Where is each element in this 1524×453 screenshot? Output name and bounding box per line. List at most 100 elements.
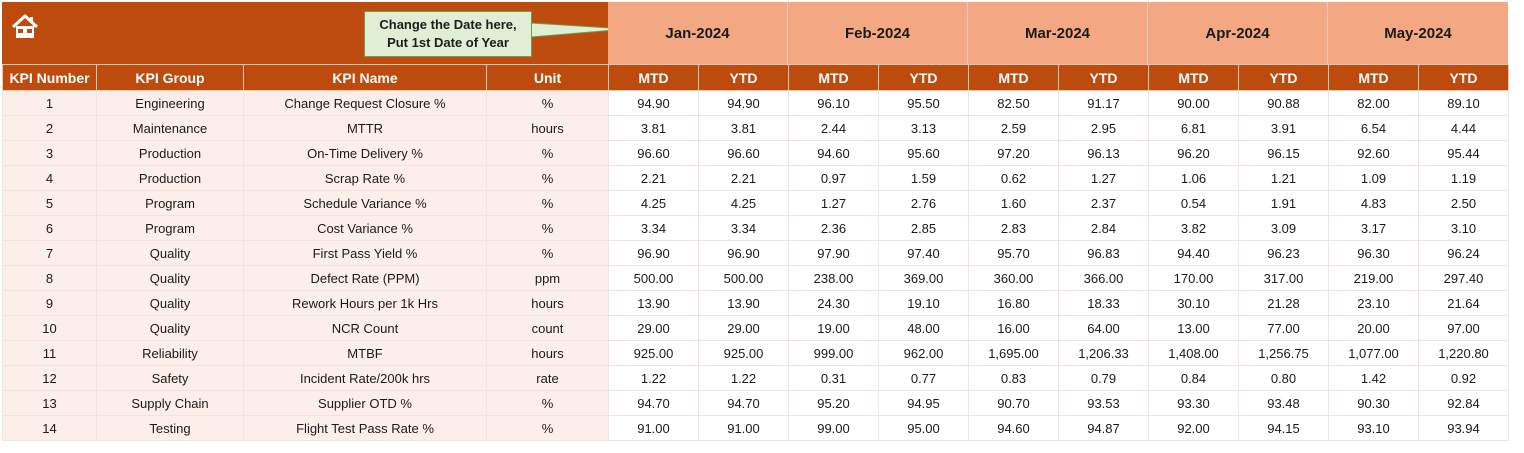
- mtd-value-cell: 95.70: [968, 240, 1059, 266]
- kpi-name-cell: Supplier OTD %: [243, 390, 487, 416]
- mtd-value-cell: 3.34: [608, 215, 699, 241]
- ytd-value-cell: 94.15: [1238, 415, 1329, 441]
- kpi-group-cell: Program: [96, 215, 244, 241]
- ytd-value-cell: 3.13: [878, 115, 969, 141]
- table-row: 4 Production Scrap Rate %% 2.21 2.21 0.97 1.59…: [2, 165, 1509, 191]
- kpi-number-cell: 13: [2, 390, 97, 416]
- kpi-name-cell: Cost Variance %: [243, 215, 487, 241]
- mtd-value-cell: 0.31: [788, 365, 879, 391]
- mtd-value-cell: 0.97: [788, 165, 879, 191]
- kpi-group-cell: Quality: [96, 265, 244, 291]
- unit-cell: %: [486, 165, 609, 191]
- ytd-value-cell: 1.19: [1418, 165, 1509, 191]
- mtd-value-cell: 2.21: [608, 165, 699, 191]
- kpi-number-cell: 5: [2, 190, 97, 216]
- table-row: 10 Quality NCR Count count 29.00 29.00 19.00 48…: [2, 315, 1509, 341]
- ytd-value-cell: 2.76: [878, 190, 969, 216]
- mtd-value-cell: 500.00: [608, 265, 699, 291]
- ytd-value-cell: 3.91: [1238, 115, 1329, 141]
- mtd-value-cell: 96.60: [608, 140, 699, 166]
- ytd-value-cell: 2.50: [1418, 190, 1509, 216]
- mtd-value-cell: 20.00: [1328, 315, 1419, 341]
- mtd-value-cell: 1,695.00: [968, 340, 1059, 366]
- kpi-group-cell: Production: [96, 140, 244, 166]
- ytd-value-cell: 96.60: [698, 140, 789, 166]
- kpi-number-cell: 12: [2, 365, 97, 391]
- ytd-value-cell: 94.70: [698, 390, 789, 416]
- kpi-name-cell: MTBF: [243, 340, 487, 366]
- unit-cell: %: [486, 415, 609, 441]
- ytd-value-cell: 4.25: [698, 190, 789, 216]
- mtd-value-cell: 29.00: [608, 315, 699, 341]
- kpi-name-cell: First Pass Yield %: [243, 240, 487, 266]
- ytd-value-cell: 93.94: [1418, 415, 1509, 441]
- col-header-ytd: YTD: [1058, 64, 1149, 91]
- unit-cell: %: [486, 90, 609, 116]
- kpi-name-cell: Change Request Closure %: [243, 90, 487, 116]
- mtd-value-cell: 360.00: [968, 265, 1059, 291]
- mtd-value-cell: 94.60: [968, 415, 1059, 441]
- kpi-group-cell: Program: [96, 190, 244, 216]
- mtd-value-cell: 2.44: [788, 115, 879, 141]
- mtd-value-cell: 1.22: [608, 365, 699, 391]
- ytd-value-cell: 3.09: [1238, 215, 1329, 241]
- kpi-number-cell: 9: [2, 290, 97, 316]
- mtd-value-cell: 82.00: [1328, 90, 1419, 116]
- ytd-value-cell: 48.00: [878, 315, 969, 341]
- month-header-mar: Mar-2024: [968, 2, 1148, 64]
- ytd-value-cell: 29.00: [698, 315, 789, 341]
- ytd-value-cell: 1.91: [1238, 190, 1329, 216]
- ytd-value-cell: 0.80: [1238, 365, 1329, 391]
- ytd-value-cell: 21.28: [1238, 290, 1329, 316]
- kpi-name-cell: Schedule Variance %: [243, 190, 487, 216]
- ytd-value-cell: 0.79: [1058, 365, 1149, 391]
- mtd-value-cell: 2.36: [788, 215, 879, 241]
- kpi-name-cell: Incident Rate/200k hrs: [243, 365, 487, 391]
- ytd-value-cell: 91.00: [698, 415, 789, 441]
- home-icon[interactable]: [10, 12, 40, 42]
- mtd-value-cell: 999.00: [788, 340, 879, 366]
- mtd-value-cell: 92.60: [1328, 140, 1419, 166]
- mtd-value-cell: 1.09: [1328, 165, 1419, 191]
- table-row: 8 Quality Defect Rate (PPM) ppm 500.00 500.00…: [2, 265, 1509, 291]
- kpi-number-cell: 4: [2, 165, 97, 191]
- unit-cell: %: [486, 190, 609, 216]
- kpi-number-cell: 8: [2, 265, 97, 291]
- mtd-value-cell: 238.00: [788, 265, 879, 291]
- kpi-number-cell: 6: [2, 215, 97, 241]
- ytd-value-cell: 0.92: [1418, 365, 1509, 391]
- mtd-value-cell: 2.83: [968, 215, 1059, 241]
- mtd-value-cell: 16.00: [968, 315, 1059, 341]
- mtd-value-cell: 82.50: [968, 90, 1059, 116]
- ytd-value-cell: 97.40: [878, 240, 969, 266]
- table-row: 7 Quality First Pass Yield %% 96.90 96.90 97.…: [2, 240, 1509, 266]
- date-instruction-callout: Change the Date here, Put 1st Date of Ye…: [364, 11, 532, 57]
- mtd-value-cell: 16.80: [968, 290, 1059, 316]
- table-row: 12 Safety Incident Rate/200k hrs rate 1.22 1.…: [2, 365, 1509, 391]
- callout-line-1: Change the Date here,: [379, 17, 517, 32]
- mtd-value-cell: 1.27: [788, 190, 879, 216]
- ytd-value-cell: 2.85: [878, 215, 969, 241]
- mtd-value-cell: 91.00: [608, 415, 699, 441]
- ytd-value-cell: 96.15: [1238, 140, 1329, 166]
- mtd-value-cell: 30.10: [1148, 290, 1239, 316]
- col-header-kpi-group: KPI Group: [96, 64, 244, 91]
- ytd-value-cell: 90.88: [1238, 90, 1329, 116]
- mtd-value-cell: 0.62: [968, 165, 1059, 191]
- col-header-ytd: YTD: [878, 64, 969, 91]
- mtd-value-cell: 170.00: [1148, 265, 1239, 291]
- ytd-value-cell: 21.64: [1418, 290, 1509, 316]
- kpi-group-cell: Production: [96, 165, 244, 191]
- callout-line-2: Put 1st Date of Year: [387, 35, 509, 50]
- ytd-value-cell: 1,256.75: [1238, 340, 1329, 366]
- kpi-table-body: 1 Engineering Change Request Closure %% 94.…: [2, 90, 1509, 441]
- ytd-value-cell: 3.81: [698, 115, 789, 141]
- month-header-jan: Jan-2024: [608, 2, 788, 64]
- ytd-value-cell: 96.90: [698, 240, 789, 266]
- kpi-name-cell: MTTR: [243, 115, 487, 141]
- mtd-value-cell: 0.83: [968, 365, 1059, 391]
- col-header-ytd: YTD: [1418, 64, 1509, 91]
- ytd-value-cell: 962.00: [878, 340, 969, 366]
- ytd-value-cell: 925.00: [698, 340, 789, 366]
- mtd-value-cell: 3.82: [1148, 215, 1239, 241]
